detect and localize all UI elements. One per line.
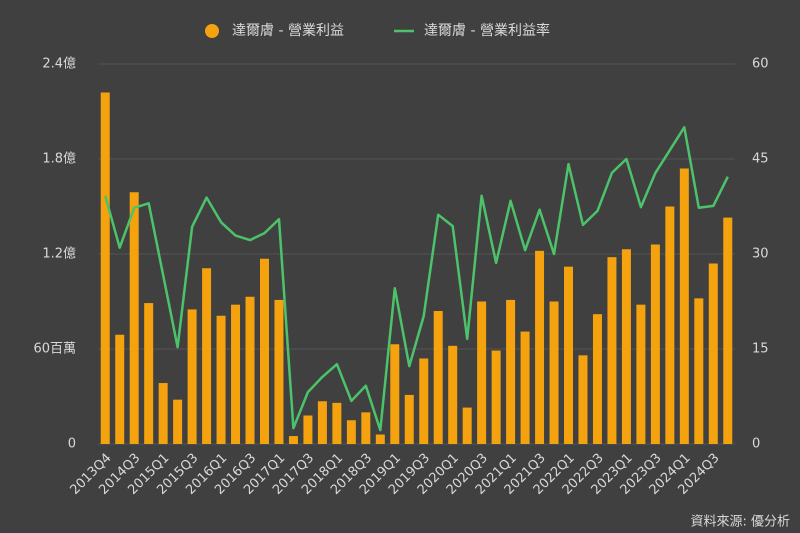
bar [549, 301, 559, 444]
bar [578, 355, 588, 444]
bar [419, 358, 429, 444]
bar [129, 192, 139, 444]
bar [592, 314, 602, 444]
line [103, 126, 729, 432]
legend-marker [205, 24, 219, 38]
bar [477, 301, 487, 444]
bar [723, 217, 733, 444]
bar [144, 303, 154, 444]
bar [535, 250, 545, 444]
y-tick-label: 0 [68, 437, 76, 452]
bar [202, 268, 212, 444]
bar [433, 311, 443, 444]
bar [158, 383, 168, 444]
bar [462, 407, 472, 444]
bar [491, 350, 501, 444]
bar [231, 304, 241, 444]
bar [564, 266, 574, 444]
y2-tick-label: 45 [752, 152, 769, 167]
bar [100, 92, 110, 444]
y-tick-label: 60百萬 [33, 342, 76, 357]
y2-tick-label: 60 [752, 57, 769, 72]
bar [361, 412, 371, 444]
bar [650, 244, 660, 444]
y-tick-label: 1.2億 [42, 246, 76, 262]
bar [259, 258, 269, 444]
legend-label: 達爾膚 - 營業利益 [232, 23, 344, 39]
bar [216, 315, 226, 444]
y2-tick-label: 30 [752, 247, 769, 262]
bar [332, 402, 342, 444]
y2-tick-label: 0 [752, 437, 760, 452]
y2-tick-label: 15 [752, 342, 769, 357]
bar [317, 401, 327, 444]
bar [346, 420, 356, 444]
bar [303, 415, 313, 444]
bar [665, 206, 675, 444]
legend-label: 達爾膚 - 營業利益率 [424, 22, 550, 39]
bar [636, 304, 646, 444]
bar [708, 263, 718, 444]
bar [520, 331, 530, 444]
bar [115, 334, 125, 444]
bar [390, 344, 400, 444]
bar [506, 299, 516, 444]
bar [173, 399, 183, 444]
bar [448, 345, 458, 444]
bar [288, 436, 298, 444]
bar [404, 394, 414, 444]
bar [694, 298, 704, 444]
y-tick-label: 2.4億 [42, 56, 76, 72]
bar [607, 257, 617, 444]
bar [187, 309, 197, 444]
bar [679, 168, 689, 444]
bar [245, 296, 255, 444]
bar [621, 249, 631, 444]
source-note: 資料來源: 優分析 [690, 515, 790, 530]
bar [274, 299, 284, 444]
bar [375, 434, 385, 444]
y-tick-label: 1.8億 [42, 151, 76, 167]
